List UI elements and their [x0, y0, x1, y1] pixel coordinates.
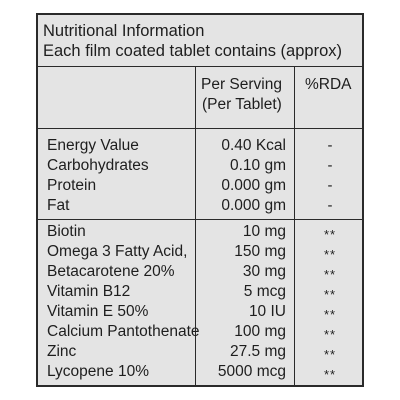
- table-row: Energy Value 0.40 Kcal -: [38, 136, 362, 156]
- nutrient-rda: **: [323, 367, 337, 382]
- table-row: Betacarotene 20% 30 mg **: [38, 262, 362, 282]
- nutrient-name: Omega 3 Fatty Acid,: [47, 243, 188, 260]
- table-row: Vitamin E 50% 10 IU **: [38, 302, 362, 322]
- nutrient-name: Calcium Pantothenate: [47, 323, 200, 340]
- table-title: Nutritional Information: [43, 22, 205, 40]
- nutrient-name: Fat: [47, 197, 70, 214]
- table-row: Calcium Pantothenate 100 mg **: [38, 322, 362, 342]
- nutrient-name: Betacarotene 20%: [47, 263, 175, 280]
- nutrient-name: Vitamin B12: [47, 283, 131, 300]
- nutrient-rda: **: [323, 227, 337, 242]
- table-row: Fat 0.000 gm -: [38, 196, 362, 216]
- nutrient-amount: 10 IU: [248, 303, 286, 320]
- nutrient-name: Protein: [47, 177, 97, 194]
- nutrient-amount: 10 mg: [242, 223, 286, 240]
- table-row: Protein 0.000 gm -: [38, 176, 362, 196]
- nutrient-name: Biotin: [47, 223, 86, 240]
- nutrient-name: Energy Value: [47, 137, 139, 154]
- column-headers: Per Serving (Per Tablet) %RDA: [38, 67, 362, 129]
- nutrition-panel: Nutritional Information Each film coated…: [36, 13, 364, 387]
- nutrient-amount: 0.000 gm: [221, 177, 286, 194]
- table-row: Biotin 10 mg **: [38, 222, 362, 242]
- nutrient-name: Zinc: [47, 343, 77, 360]
- nutrient-rda: **: [323, 347, 337, 362]
- nutrient-amount: 150 mg: [234, 243, 286, 260]
- nutrient-rda: **: [323, 307, 337, 322]
- nutrient-amount: 100 mg: [234, 323, 286, 340]
- nutrient-amount: 5000 mcg: [217, 363, 286, 380]
- nutrient-amount: 27.5 mg: [229, 343, 286, 360]
- table-row: Omega 3 Fatty Acid, 150 mg **: [38, 242, 362, 262]
- table-header: Nutritional Information Each film coated…: [38, 15, 362, 67]
- table-row: Carbohydrates 0.10 gm -: [38, 156, 362, 176]
- nutrient-rda: **: [323, 287, 337, 302]
- section-divider: [38, 219, 362, 220]
- nutrient-amount: 0.000 gm: [221, 197, 286, 214]
- table-row: Vitamin B12 5 mcg **: [38, 282, 362, 302]
- table-subtitle: Each film coated tablet contains (approx…: [43, 42, 342, 60]
- nutrient-rda: -: [327, 137, 333, 154]
- nutrient-rda: -: [327, 157, 333, 174]
- nutrient-name: Vitamin E 50%: [47, 303, 149, 320]
- nutrient-rda: **: [323, 267, 337, 282]
- column-divider: [195, 67, 196, 385]
- nutrient-rda: **: [323, 327, 337, 342]
- nutrient-rda: -: [327, 197, 333, 214]
- per-serving-header: Per Serving: [201, 76, 282, 93]
- nutrient-amount: 0.40 Kcal: [221, 137, 286, 154]
- nutrient-rda: **: [323, 247, 337, 262]
- per-tablet-header: (Per Tablet): [202, 96, 282, 113]
- column-divider: [294, 67, 295, 385]
- nutrient-name: Carbohydrates: [47, 157, 149, 174]
- nutrient-amount: 0.10 gm: [229, 157, 286, 174]
- nutrient-rda: -: [327, 177, 333, 194]
- nutrient-amount: 5 mcg: [243, 283, 286, 300]
- rda-header: %RDA: [305, 76, 352, 93]
- nutrient-amount: 30 mg: [242, 263, 286, 280]
- table-row: Zinc 27.5 mg **: [38, 342, 362, 362]
- table-row: Lycopene 10% 5000 mcg **: [38, 362, 362, 382]
- nutrient-name: Lycopene 10%: [47, 363, 149, 380]
